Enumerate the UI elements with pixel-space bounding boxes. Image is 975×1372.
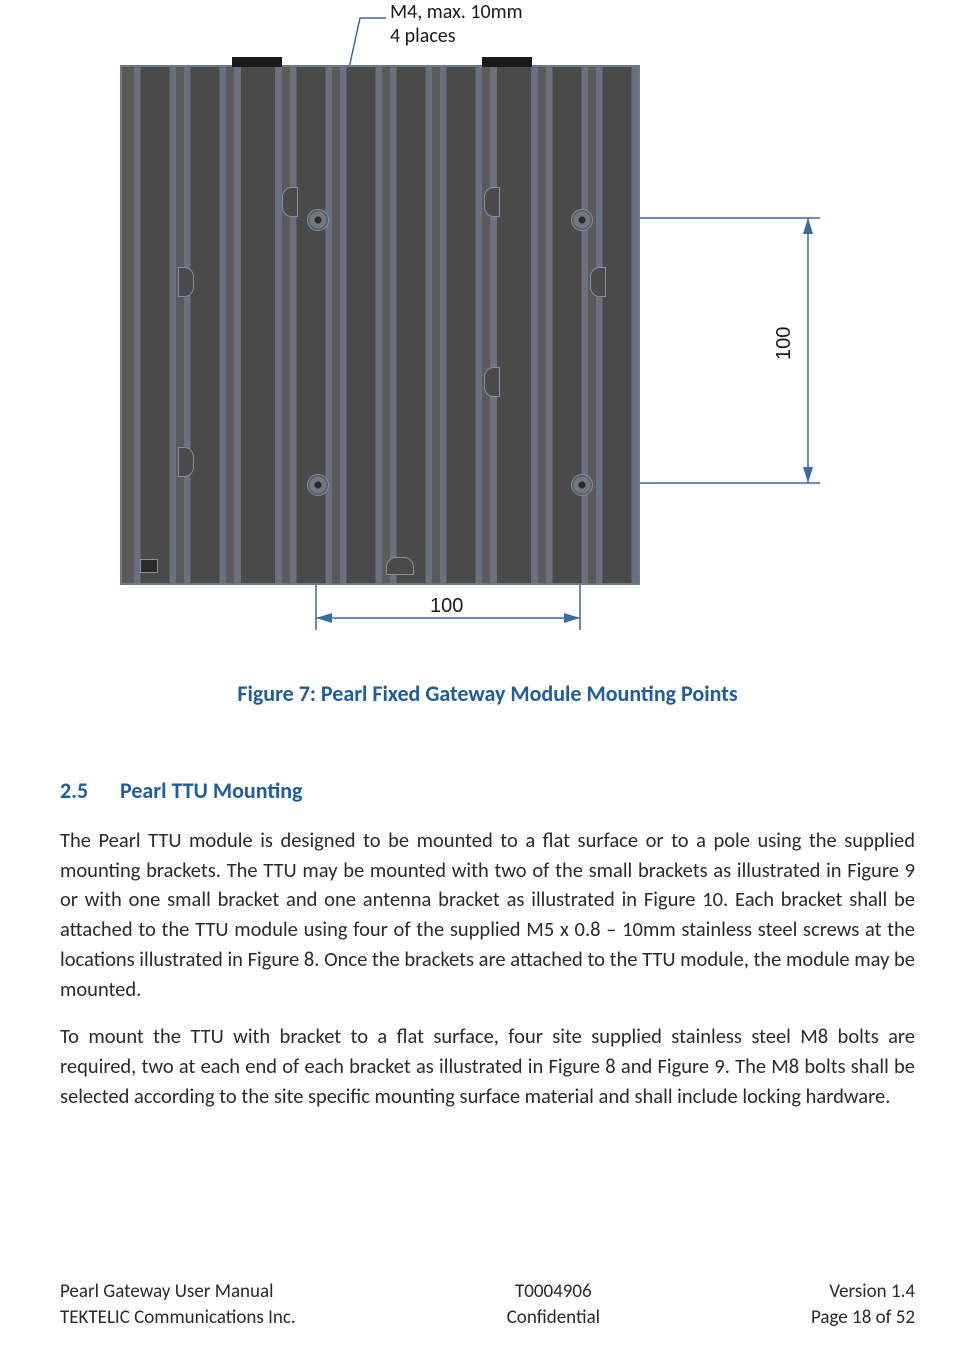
footer-right: Version 1.4 Page 18 of 52 [811, 1279, 915, 1332]
body-paragraph: To mount the TTU with bracket to a flat … [60, 1022, 915, 1111]
section-number: 2.5 [60, 777, 115, 804]
section-title: Pearl TTU Mounting [120, 777, 302, 804]
footer-center: T0004906 Confidential [507, 1279, 600, 1332]
dim-v-text: 100 [773, 327, 795, 360]
gateway-panel [120, 65, 640, 585]
technical-diagram: M4, max. 10mm 4 places 100 100 [60, 0, 915, 640]
mount-hole [571, 209, 593, 231]
dim-h-text: 100 [430, 595, 463, 617]
mount-hole [571, 474, 593, 496]
body-paragraph: The Pearl TTU module is designed to be m… [60, 826, 915, 1004]
figure-caption: Figure 7: Pearl Fixed Gateway Module Mou… [60, 680, 915, 707]
footer-left: Pearl Gateway User Manual TEKTELIC Commu… [60, 1279, 296, 1332]
mount-hole [307, 209, 329, 231]
mount-hole [307, 474, 329, 496]
page-footer: Pearl Gateway User Manual TEKTELIC Commu… [60, 1279, 915, 1332]
section-heading: 2.5 Pearl TTU Mounting [60, 777, 915, 804]
